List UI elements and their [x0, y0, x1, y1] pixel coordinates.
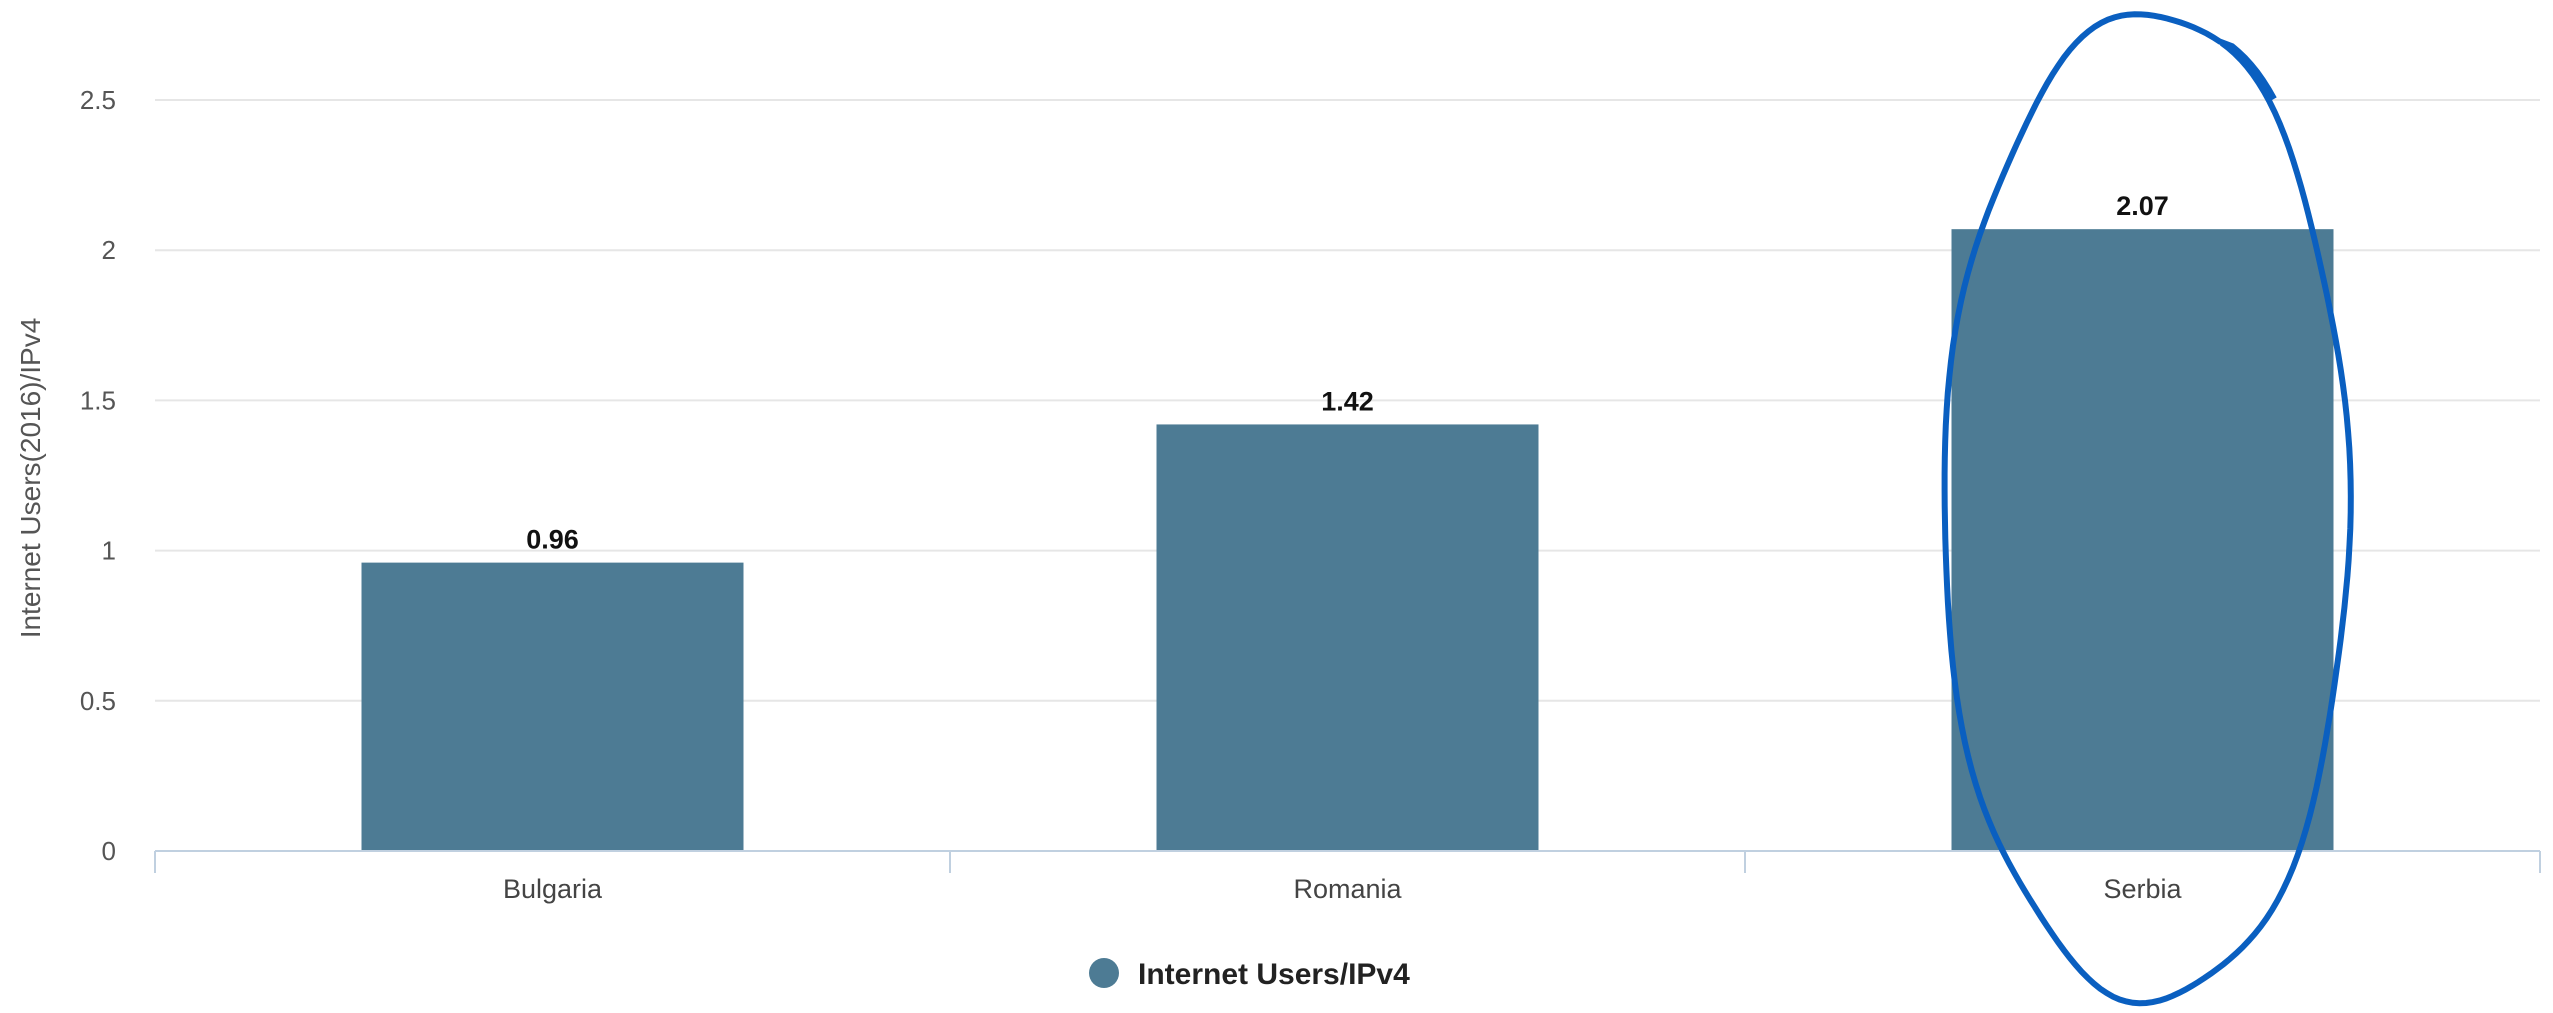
- y-tick-label: 0: [102, 836, 116, 866]
- x-category-label: Romania: [1293, 874, 1402, 904]
- legend-marker: [1089, 958, 1119, 988]
- bar-romania: [1156, 424, 1539, 851]
- highlight-ellipse: [1941, 11, 2354, 1007]
- labels: 0 0.5 1 1.5 2 2.5 0.96 Bulgaria 1.42 Romania 2.07 S…: [80, 85, 2183, 904]
- y-tick-label: 2.5: [80, 85, 116, 115]
- y-tick-label: 1.5: [80, 385, 116, 415]
- data-label: 0.96: [526, 525, 579, 555]
- axes: [154, 850, 2541, 873]
- data-label: 1.42: [1321, 386, 1374, 416]
- x-category-label: Serbia: [2103, 874, 2182, 904]
- x-category-label: Bulgaria: [503, 874, 603, 904]
- y-tick-label: 1: [102, 536, 116, 566]
- y-tick-label: 0.5: [80, 686, 116, 716]
- data-label: 2.07: [2116, 191, 2169, 221]
- bars: [361, 229, 2334, 851]
- y-axis-title: Internet Users(2016)/IPv4: [15, 318, 46, 639]
- legend-label: Internet Users/IPv4: [1138, 958, 1410, 991]
- bar-serbia: [1951, 229, 2334, 851]
- bar-bulgaria: [361, 562, 744, 851]
- y-tick-label: 2: [102, 235, 116, 265]
- legend[interactable]: Internet Users/IPv4: [1089, 958, 1410, 991]
